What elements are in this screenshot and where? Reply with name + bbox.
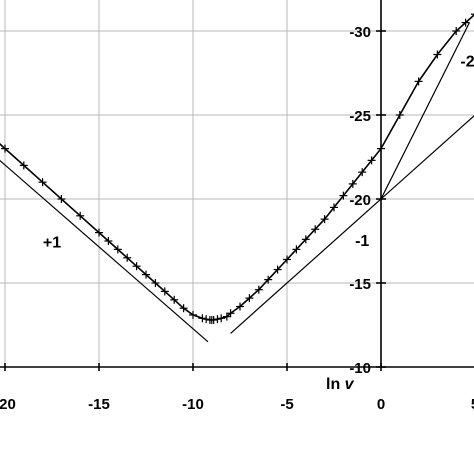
y-axis-label: ln v	[326, 376, 355, 393]
series-line	[230, 115, 474, 334]
data-point	[179, 304, 188, 313]
labels: -20-15-10-505-10-15-20-25-30-35+1-1-2	[0, 24, 474, 413]
axes	[0, 0, 474, 371]
data-point	[301, 235, 310, 244]
data-point	[254, 285, 263, 294]
data-point	[320, 215, 329, 224]
data-point	[19, 161, 28, 170]
slope-label: -2	[460, 53, 474, 70]
data-point	[76, 211, 85, 220]
data-point	[198, 314, 207, 323]
data-point	[377, 144, 385, 153]
data-point	[160, 287, 169, 296]
data-point	[38, 178, 47, 187]
series-line	[380, 22, 470, 200]
markers	[1, 13, 474, 324]
data-point	[395, 111, 404, 119]
data-point	[189, 310, 197, 319]
data-point	[57, 195, 66, 203]
series-line	[0, 159, 209, 343]
data-point	[142, 270, 150, 279]
data-point	[132, 262, 141, 271]
y-tick-label: -25	[349, 108, 371, 125]
data-point	[358, 168, 367, 177]
y-axis-label-prefix: ln	[326, 376, 345, 393]
data-point	[367, 156, 376, 165]
data-point	[202, 315, 211, 324]
x-tick-label: -15	[88, 396, 110, 413]
data-point	[170, 295, 179, 304]
series-line	[0, 14, 474, 321]
grid	[0, 0, 474, 368]
data-point	[95, 228, 103, 237]
data-point	[113, 245, 122, 254]
data-point	[236, 302, 244, 311]
data-point	[433, 50, 442, 59]
series	[0, 14, 474, 343]
data-point	[123, 253, 132, 262]
data-point	[348, 179, 357, 188]
data-point	[339, 191, 348, 200]
x-tick-label: -20	[0, 396, 16, 413]
slope-label: +1	[43, 235, 61, 252]
data-point	[151, 279, 160, 287]
y-tick-label: -30	[349, 24, 371, 41]
data-point	[273, 265, 282, 274]
x-tick-label: 5	[471, 396, 474, 413]
data-point	[222, 312, 231, 321]
data-point	[209, 315, 218, 324]
x-tick-label: -10	[182, 396, 204, 413]
data-point	[217, 314, 226, 323]
data-point	[461, 18, 470, 27]
data-point	[471, 13, 474, 15]
data-point	[330, 203, 338, 212]
data-point	[213, 315, 222, 324]
data-point	[292, 245, 301, 254]
data-point	[245, 294, 254, 303]
y-tick-label: -20	[349, 192, 371, 209]
data-point	[452, 27, 461, 35]
slope-label: -1	[355, 233, 369, 250]
data-point	[264, 275, 273, 284]
data-point	[414, 77, 423, 86]
data-point	[1, 144, 9, 153]
data-point	[104, 237, 113, 245]
y-axis-label-var: v	[345, 376, 355, 393]
data-point	[311, 225, 320, 234]
y-tick-label: -15	[349, 276, 371, 293]
x-tick-label: 0	[377, 396, 385, 413]
y-tick-label: -10	[349, 360, 371, 377]
data-point	[283, 255, 291, 264]
data-point	[226, 309, 235, 318]
x-tick-label: -5	[280, 396, 293, 413]
